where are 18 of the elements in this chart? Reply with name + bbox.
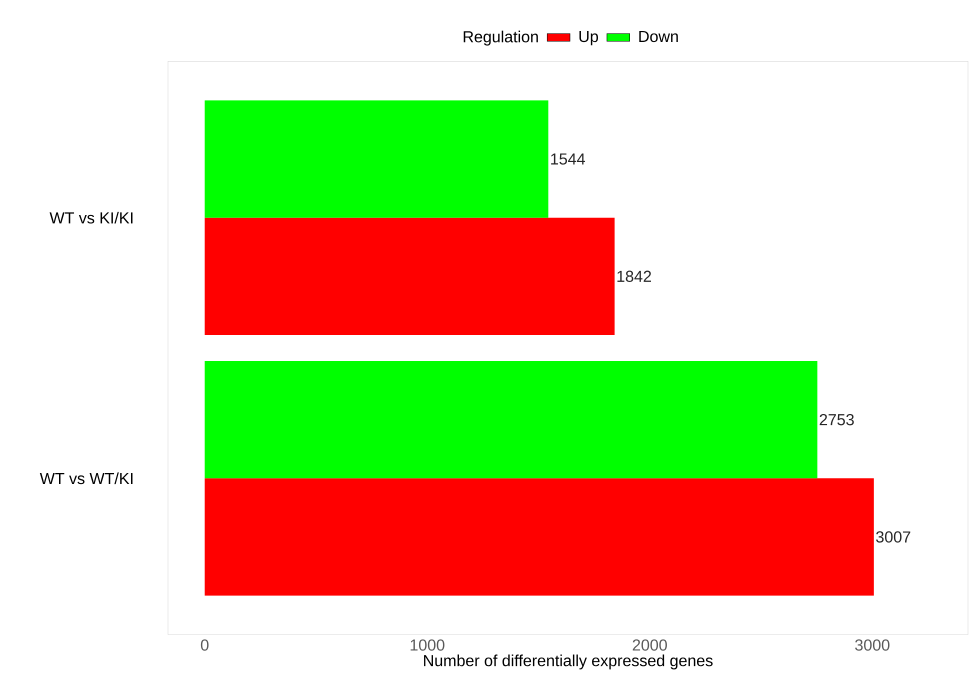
legend-title: Regulation [464, 30, 538, 46]
x-axis-title: Number of differentially expressed genes [424, 654, 713, 670]
x-tick-label: 2000 [632, 639, 667, 651]
data-label: 2753 [820, 414, 854, 426]
bar [204, 218, 615, 335]
data-label: 3007 [876, 531, 910, 543]
bar [204, 361, 818, 478]
y-tick-label: WT vs WT/KI [40, 472, 132, 484]
x-tick-label: 0 [200, 639, 209, 651]
legend-label: Up [579, 30, 598, 46]
bar [204, 478, 874, 596]
y-tick-label: WT vs KI/KI [50, 212, 132, 224]
bar [204, 100, 548, 218]
data-label: 1544 [551, 153, 586, 165]
data-label: 1842 [617, 270, 651, 282]
x-tick-label: 1000 [410, 639, 444, 651]
x-tick-label: 3000 [855, 639, 890, 651]
legend-label: Down [639, 30, 678, 42]
